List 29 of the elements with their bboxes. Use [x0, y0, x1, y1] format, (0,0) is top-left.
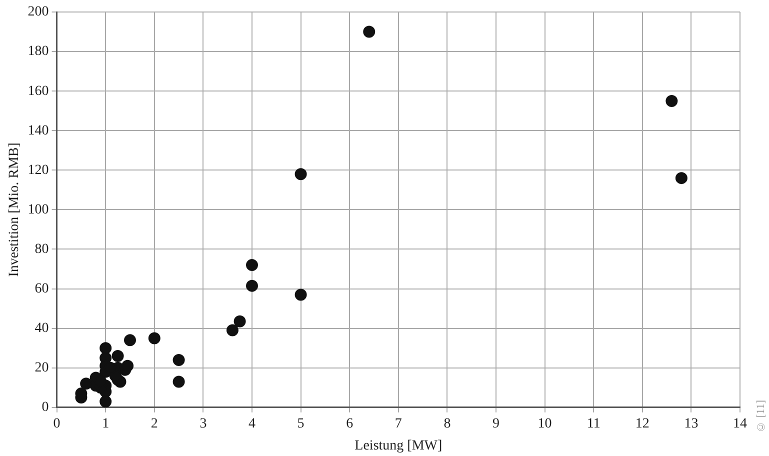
x-tick-label: 13 [684, 416, 698, 432]
x-tick-label: 4 [248, 416, 256, 432]
x-tick-label: 0 [53, 416, 60, 432]
x-tick-label: 2 [150, 416, 158, 432]
x-tick-label: 1 [102, 416, 110, 432]
x-tick-label: 5 [297, 416, 304, 432]
x-tick-label: 6 [346, 416, 354, 432]
y-tick-label: 100 [28, 202, 49, 218]
y-tick-label: 40 [34, 320, 49, 336]
x-tick-label: 8 [444, 416, 451, 432]
y-tick-label: 60 [34, 281, 49, 296]
x-tick-label: 7 [394, 416, 402, 432]
y-tick-label: 140 [28, 123, 49, 138]
y-tick-label: 20 [34, 360, 49, 376]
y-tick-label: 200 [28, 4, 49, 20]
x-tick-label: 14 [733, 416, 747, 432]
x-tick-label: 3 [200, 416, 207, 432]
y-tick-label: 120 [28, 162, 49, 178]
y-tick-label: 80 [34, 242, 49, 257]
x-tick-label: 10 [538, 416, 552, 432]
y-tick-label: 0 [42, 400, 49, 416]
x-tick-label: 12 [635, 416, 650, 432]
y-tick-label: 180 [28, 44, 49, 60]
x-tick-label: 9 [492, 416, 500, 432]
text: © [11] [755, 400, 767, 433]
y-axis-title: Investition [Mio. RMB] [7, 142, 22, 277]
x-tick-label: 11 [586, 416, 600, 432]
y-tick-label: 160 [28, 84, 49, 99]
x-axis-title: Leistung [MW] [354, 438, 442, 454]
